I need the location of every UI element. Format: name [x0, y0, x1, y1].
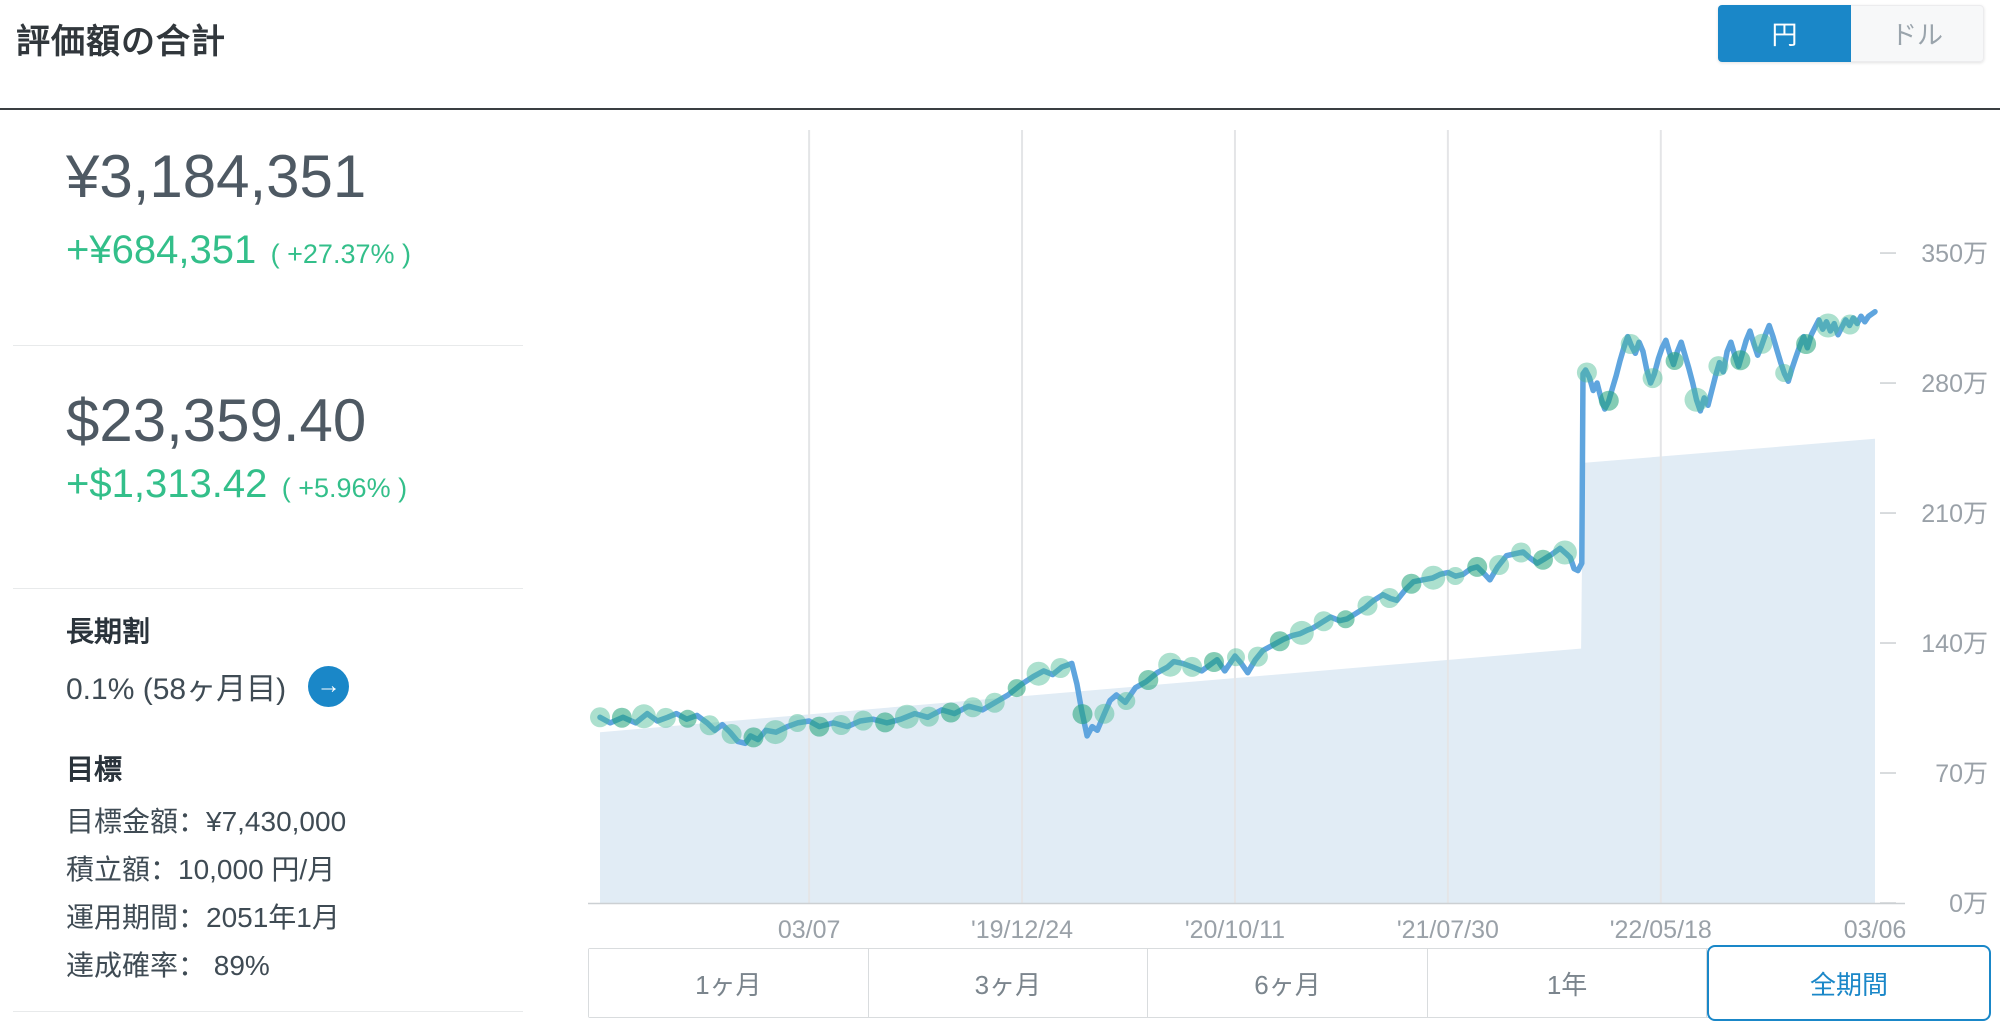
long-term-discount-heading: 長期割: [66, 616, 151, 647]
svg-text:350万: 350万: [1921, 240, 1988, 268]
chart-area-fill: [600, 438, 1875, 903]
right-arrow-icon[interactable]: →: [308, 665, 350, 707]
divider: [13, 588, 523, 589]
goal-monthly-line: 積立額：10,000 円/月: [66, 854, 336, 885]
svg-text:'19/12/24: '19/12/24: [971, 916, 1073, 944]
chart-gridlines: [808, 130, 1662, 903]
svg-text:03/06: 03/06: [1844, 916, 1907, 944]
usd-gain-row: +$1,313.42 ( +5.96% ): [66, 462, 407, 507]
title-rule: [0, 108, 2000, 110]
svg-text:70万: 70万: [1935, 760, 1988, 788]
divider: [13, 1011, 523, 1012]
chart-tick-labels: 03/07 '19/12/24 '20/10/11 '21/07/30 '22/05/1…: [778, 240, 1988, 944]
svg-text:140万: 140万: [1921, 630, 1988, 658]
period-1year-button[interactable]: 1年: [1427, 949, 1708, 1017]
svg-text:'22/05/18: '22/05/18: [1610, 916, 1712, 944]
svg-text:03/07: 03/07: [778, 916, 841, 944]
usd-total-value: $23,359.40: [66, 387, 367, 454]
usd-gain-percent: ( +5.96% ): [281, 473, 408, 503]
svg-text:0万: 0万: [1949, 890, 1988, 918]
divider: [13, 345, 523, 346]
goal-horizon-line: 運用期間：2051年1月: [66, 902, 340, 933]
page-title: 評価額の合計: [16, 23, 226, 61]
svg-text:210万: 210万: [1921, 500, 1988, 528]
yen-gain-percent: ( +27.37% ): [270, 239, 411, 269]
goal-amount-line: 目標金額：¥7,430,000: [66, 806, 347, 837]
currency-yen-button[interactable]: 円: [1718, 5, 1851, 62]
period-selector: 1ヶ月 3ヶ月 6ヶ月 1年 全期間: [588, 945, 1991, 1021]
period-6months-button[interactable]: 6ヶ月: [1148, 949, 1428, 1017]
yen-total-value: ¥3,184,351: [66, 143, 367, 210]
period-all-button[interactable]: 全期間: [1707, 945, 1991, 1021]
usd-gain-amount: +$1,313.42: [66, 462, 268, 506]
purchase-dots: [590, 313, 1860, 748]
yen-gain-row: +¥684,351 ( +27.37% ): [66, 228, 411, 273]
goal-heading: 目標: [66, 754, 123, 785]
period-3months-button[interactable]: 3ヶ月: [868, 949, 1149, 1017]
long-term-discount-row: 0.1% (58ヶ月目) →: [66, 664, 350, 708]
currency-dollar-button[interactable]: ドル: [1851, 5, 1984, 62]
svg-text:280万: 280万: [1921, 370, 1988, 398]
period-1month-button[interactable]: 1ヶ月: [589, 949, 869, 1017]
currency-toggle: 円 ドル: [1718, 5, 1984, 62]
chart-axis: [588, 252, 1905, 905]
svg-text:'21/07/30: '21/07/30: [1397, 916, 1499, 944]
portfolio-chart: 03/07 '19/12/24 '20/10/11 '21/07/30 '22/05/1…: [588, 130, 1988, 944]
goal-probability-line: 達成確率： 89%: [66, 950, 270, 981]
svg-text:'20/10/11: '20/10/11: [1185, 916, 1285, 944]
long-term-discount-value: 0.1% (58ヶ月目): [66, 673, 287, 706]
yen-gain-amount: +¥684,351: [66, 228, 257, 272]
